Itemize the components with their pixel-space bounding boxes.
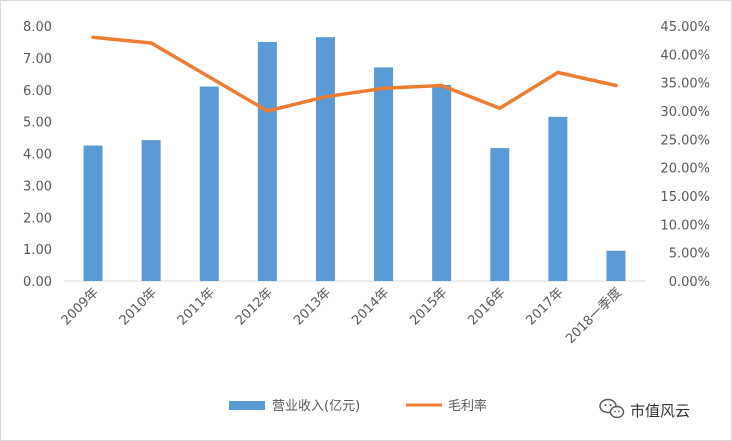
left-tick-label: 7.00 <box>23 52 52 67</box>
right-tick-label: 15.00% <box>660 190 710 205</box>
x-axis-labels: 2009年 2010年 2011年 2012年 2013年 2014年 2015年 2016年… <box>59 285 625 347</box>
left-tick-label: 5.00 <box>23 116 52 131</box>
left-tick-label: 4.00 <box>23 148 52 163</box>
bar-series <box>83 37 626 281</box>
right-tick-label: 30.00% <box>660 105 710 120</box>
bar <box>606 250 626 281</box>
x-tick-label: 2018一季度 <box>562 285 624 347</box>
left-tick-label: 1.00 <box>23 243 52 258</box>
x-tick-label: 2017年 <box>523 285 566 328</box>
left-tick-label: 2.00 <box>23 211 52 226</box>
right-tick-label: 35.00% <box>660 77 710 92</box>
left-tick-label: 0.00 <box>23 275 52 290</box>
x-tick-label: 2015年 <box>407 285 450 328</box>
right-tick-label: 10.00% <box>660 218 710 233</box>
bar <box>490 148 510 281</box>
bar <box>374 67 394 281</box>
legend: 营业收入(亿元) 毛利率 <box>229 398 487 414</box>
x-tick-label: 2010年 <box>117 285 160 328</box>
left-tick-label: 8.00 <box>23 20 52 35</box>
x-tick-label: 2016年 <box>465 285 508 328</box>
watermark: 市值风云 <box>599 398 690 420</box>
right-tick-label: 40.00% <box>660 48 710 63</box>
line-series <box>91 35 618 113</box>
bar <box>141 140 161 281</box>
right-tick-label: 25.00% <box>660 133 710 148</box>
right-tick-label: 5.00% <box>669 247 710 262</box>
x-tick-label: 2014年 <box>349 285 392 328</box>
bar <box>257 41 277 281</box>
right-axis: 0.00% 5.00% 10.00% 15.00% 20.00% 25.00% 30.00%… <box>660 20 710 290</box>
legend-swatch-revenue <box>229 401 265 410</box>
bar <box>432 84 452 281</box>
x-tick-label: 2011年 <box>175 285 218 328</box>
left-tick-label: 6.00 <box>23 84 52 99</box>
x-tick-label: 2012年 <box>233 285 276 328</box>
right-tick-label: 20.00% <box>660 162 710 177</box>
bar <box>548 116 568 281</box>
bar <box>315 37 335 281</box>
right-tick-label: 45.00% <box>660 20 710 35</box>
bar <box>199 86 219 281</box>
bar <box>83 145 103 281</box>
margin-line <box>91 35 618 113</box>
wechat-icon <box>599 398 625 419</box>
legend-label-margin: 毛利率 <box>448 398 487 414</box>
watermark-text: 市值风云 <box>630 402 690 420</box>
legend-label-revenue: 营业收入(亿元) <box>272 399 360 414</box>
right-tick-label: 0.00% <box>669 275 710 290</box>
left-axis: 0.00 1.00 2.00 3.00 4.00 5.00 6.00 7.00 8.00 <box>23 20 52 290</box>
x-tick-label: 2009年 <box>59 285 102 328</box>
left-tick-label: 3.00 <box>23 179 52 194</box>
x-tick-label: 2013年 <box>291 285 334 328</box>
